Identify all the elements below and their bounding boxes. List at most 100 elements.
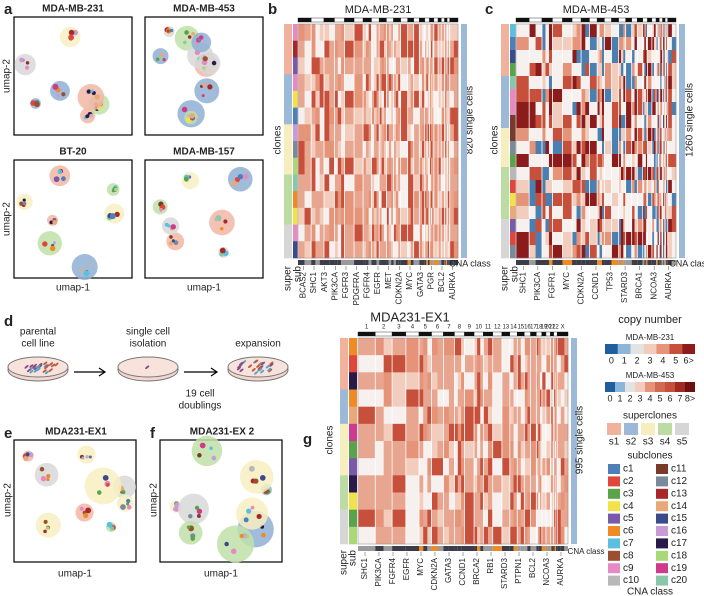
chromosome-label: 15	[517, 325, 524, 331]
heatmap-cell	[427, 107, 430, 125]
heatmap-cell	[634, 102, 638, 116]
heatmap-cell	[665, 63, 667, 77]
heatmap-cell	[371, 74, 375, 92]
chromosome-bar	[393, 17, 401, 23]
legend-label: c9	[623, 563, 634, 574]
heatmap-cell	[354, 157, 364, 175]
heatmap-cell	[647, 128, 653, 142]
heatmap-cell	[644, 141, 647, 155]
heatmap-cell	[419, 475, 424, 493]
legend-swatch	[608, 526, 620, 536]
heatmap-cell	[337, 174, 342, 192]
heatmap-cell	[398, 107, 401, 125]
heatmap-cell	[644, 128, 647, 142]
heatmap-cell	[341, 57, 345, 75]
heatmap-cell	[620, 115, 624, 129]
heatmap-cell	[319, 107, 325, 125]
heatmap-cell	[358, 441, 376, 459]
subclone-track	[510, 115, 518, 129]
cell-point	[46, 474, 51, 479]
heatmap-cell	[337, 90, 342, 108]
heatmap-cell	[644, 180, 647, 194]
heatmap-cell	[634, 37, 638, 51]
heatmap-cell	[599, 154, 603, 168]
heatmap-cell	[634, 24, 638, 38]
heatmap-cell	[661, 37, 663, 51]
gene-label: CCND1	[591, 271, 600, 299]
heatmap-cell	[311, 157, 316, 175]
cell-icon	[248, 364, 253, 368]
heatmap-cell	[424, 90, 427, 108]
cna-class	[656, 260, 658, 265]
gene-label: AURKA	[448, 271, 457, 299]
legend-label: 5	[673, 355, 678, 365]
heatmap-cell	[560, 355, 565, 373]
heatmap-cell	[391, 191, 394, 209]
heatmap-cell	[538, 509, 541, 528]
heatmap-cell	[431, 372, 438, 390]
subclone-track	[510, 102, 518, 116]
heatmap-cell	[334, 141, 339, 159]
heatmap-cell	[631, 232, 635, 246]
heatmap-cell	[581, 232, 586, 246]
heatmap-cell	[354, 57, 364, 75]
heatmap-cell	[665, 193, 668, 207]
heatmap-cell	[545, 193, 550, 207]
heatmap-cell	[642, 63, 645, 77]
heatmap-cell	[492, 441, 503, 459]
heatmap-cell	[554, 338, 557, 356]
heatmap-cell	[454, 372, 459, 390]
heatmap-cell	[576, 37, 582, 51]
heatmap-cell	[441, 174, 445, 192]
heatmap-cell	[329, 124, 335, 142]
gene-label: MYC	[405, 272, 414, 290]
heatmap-cell	[644, 245, 647, 259]
heatmap-cell	[426, 124, 429, 142]
heatmap-cell	[449, 191, 455, 209]
heatmap-cell	[647, 89, 653, 103]
heatmap-cell	[298, 124, 305, 142]
heatmap-cell	[618, 76, 622, 90]
heatmap-cell	[548, 102, 553, 116]
heatmap-cell	[443, 372, 450, 390]
cell-point	[68, 34, 75, 41]
heatmap-cell	[625, 245, 632, 259]
heatmap-cell	[445, 174, 447, 192]
heatmap-cell	[383, 141, 387, 159]
heatmap-cell	[453, 157, 459, 175]
heatmap-cell	[405, 441, 420, 459]
heatmap-cell	[620, 24, 624, 38]
heatmap-cell	[410, 107, 414, 125]
heatmap-cell	[647, 245, 653, 259]
heatmap-cell	[645, 63, 648, 77]
heatmap-cell	[383, 107, 387, 125]
heatmap-cell	[443, 458, 450, 476]
cna-class	[391, 260, 394, 265]
heatmap-cell	[419, 526, 424, 545]
heatmap-cell	[642, 193, 645, 207]
track-label: sub	[510, 266, 521, 283]
gene-label: NCOA3	[542, 557, 551, 585]
heatmap-cell	[423, 338, 428, 356]
heatmap-cell	[651, 89, 655, 103]
heatmap-cell	[447, 40, 450, 58]
heatmap-cell	[410, 57, 414, 75]
heatmap-cell	[395, 207, 399, 225]
heatmap-cell	[552, 232, 563, 246]
heatmap-cell	[393, 224, 397, 242]
heatmap-cell	[599, 141, 603, 155]
heatmap-cell	[556, 509, 558, 528]
heatmap-cell	[611, 115, 619, 129]
cell-point	[106, 521, 113, 528]
heatmap-cell	[449, 241, 455, 259]
heatmap-cell	[501, 372, 511, 390]
cna-class	[535, 260, 542, 265]
heatmap-cell	[644, 89, 647, 103]
heatmap-cell	[395, 57, 399, 75]
legend-label: c14	[671, 501, 688, 512]
heatmap-cell	[656, 193, 658, 207]
gene-label: RB1	[486, 557, 495, 573]
heatmap-cell	[604, 76, 612, 90]
heatmap-cell	[448, 338, 455, 356]
heatmap-cell	[407, 191, 411, 209]
